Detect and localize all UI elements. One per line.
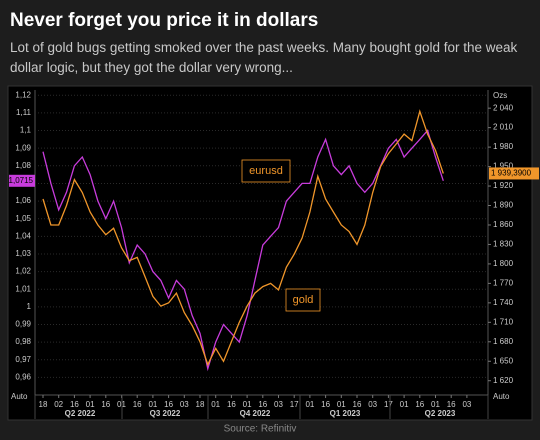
legend-box: [285, 288, 321, 312]
y2-tick-label: 1 620: [493, 376, 514, 385]
y-tick-label: 1,06: [15, 196, 31, 205]
x-tick-label: 03: [368, 400, 377, 409]
x-tick-label: 03: [180, 400, 189, 409]
x-tick-label: 01: [86, 400, 95, 409]
x-tick-label: 16: [258, 400, 267, 409]
x-tick-label: 01: [431, 400, 440, 409]
series-line: [42, 109, 444, 367]
x-tick-label: 16: [227, 400, 236, 409]
x-tick-label: 16: [321, 400, 330, 409]
x-tick-label: 01: [337, 400, 346, 409]
y-tick-label: 1,03: [15, 249, 31, 258]
y-tick-label: 0,99: [15, 320, 31, 329]
subtitle-box: Lot of gold bugs getting smoked over the…: [10, 40, 518, 75]
value-label: 1 939,3900: [491, 169, 532, 178]
y-tick-label: 1,1: [20, 126, 32, 135]
period-label: Q3 2022: [150, 409, 181, 418]
value-label: 1,0715: [9, 176, 34, 185]
x-tick-label: 16: [101, 400, 110, 409]
x-tick-label: 16: [415, 400, 424, 409]
y2-tick-label: 1 800: [493, 259, 514, 268]
y2-tick-label: 1 680: [493, 337, 514, 346]
subtitle: Lot of gold bugs getting smoked over the…: [10, 40, 518, 75]
y2-tick-label: 1 740: [493, 298, 514, 307]
y-tick-label: 0,96: [15, 372, 31, 381]
y2-tick-label: 2 010: [493, 123, 514, 132]
legend-box: [241, 159, 291, 183]
x-tick-label: 01: [148, 400, 157, 409]
x-tick-label: 16: [133, 400, 142, 409]
x-tick-label: 01: [243, 400, 252, 409]
source: Source: Refinitiv: [224, 424, 297, 435]
y2-tick-label: 1 920: [493, 181, 514, 190]
period-label: Q4 2022: [240, 409, 271, 418]
y2-tick-label: 1 650: [493, 356, 514, 365]
x-tick-label: 16: [447, 400, 456, 409]
x-tick-label: 02: [54, 400, 63, 409]
x-tick-label: 16: [70, 400, 79, 409]
y-tick-label: 1,04: [15, 231, 31, 240]
x-tick-label: 17: [384, 400, 393, 409]
chart-panel: [7, 85, 533, 421]
y-tick-label: 0,98: [15, 337, 31, 346]
y2-tick-label: 1 890: [493, 201, 514, 210]
y2-tick-label: 1 710: [493, 317, 514, 326]
y-tick-label: 1,05: [15, 214, 31, 223]
y2-tick-label: 1 830: [493, 240, 514, 249]
x-tick-label: 01: [400, 400, 409, 409]
y-tick-label: 1,11: [16, 108, 32, 117]
y-tick-label: 1: [27, 302, 32, 311]
period-label: Q2 2022: [65, 409, 96, 418]
scale-mode: Auto: [11, 392, 28, 401]
x-tick-label: 18: [39, 400, 48, 409]
scale-mode: Auto: [493, 392, 510, 401]
y-tick-label: 0,97: [15, 355, 31, 364]
period-label: Q1 2023: [330, 409, 361, 418]
x-tick-label: 18: [196, 400, 205, 409]
legend-label: gold: [293, 294, 314, 306]
y-tick-label: 1,08: [15, 161, 31, 170]
x-tick-label: 16: [164, 400, 173, 409]
y-tick-label: 1,12: [15, 90, 31, 99]
y-tick-label: 1,01: [15, 284, 31, 293]
legend-label: eurusd: [249, 165, 283, 177]
y2-label: Ozs: [493, 91, 507, 100]
x-tick-label: 03: [274, 400, 283, 409]
period-label: Q2 2023: [425, 409, 456, 418]
value-tag: [489, 167, 539, 180]
value-tag: [9, 174, 35, 187]
series-line: [42, 129, 444, 372]
x-tick-label: 03: [462, 400, 471, 409]
x-tick-label: 17: [290, 400, 299, 409]
y2-tick-label: 1 770: [493, 278, 514, 287]
y2-tick-label: 1 950: [493, 162, 514, 171]
x-tick-label: 01: [211, 400, 220, 409]
title: Never forget you price it in dollars: [10, 10, 318, 31]
y-tick-label: 1,09: [15, 143, 31, 152]
x-tick-label: 01: [305, 400, 314, 409]
y2-tick-label: 1 860: [493, 220, 514, 229]
y2-tick-label: 1 980: [493, 142, 514, 151]
y-tick-label: 1,02: [15, 267, 31, 276]
y2-tick-label: 2 040: [493, 103, 514, 112]
x-tick-label: 16: [353, 400, 362, 409]
